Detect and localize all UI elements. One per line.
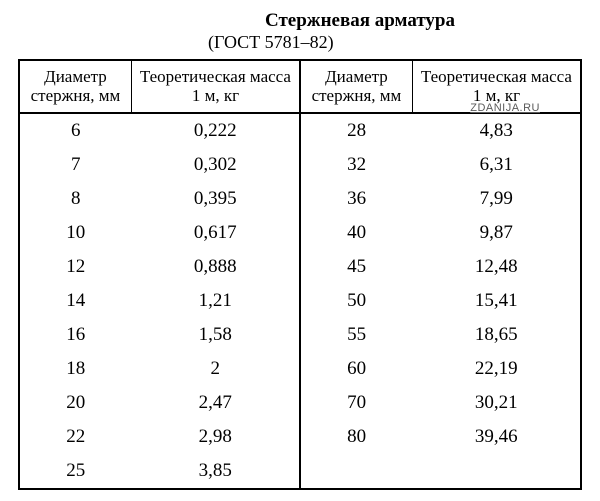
cell-diameter-1: 14 <box>19 284 131 318</box>
table-row: 120,8884512,48 <box>19 250 581 284</box>
table-row: 202,477030,21 <box>19 386 581 420</box>
cell-diameter-2: 55 <box>300 318 412 352</box>
table-row: 70,302326,31 <box>19 148 581 182</box>
table-row: 141,215015,41 <box>19 284 581 318</box>
cell-diameter-1: 25 <box>19 454 131 489</box>
cell-mass-2 <box>412 454 581 489</box>
table-row: 161,585518,65 <box>19 318 581 352</box>
cell-mass-1: 0,888 <box>131 250 300 284</box>
cell-mass-1: 1,21 <box>131 284 300 318</box>
cell-diameter-1: 12 <box>19 250 131 284</box>
cell-mass-2: 9,87 <box>412 216 581 250</box>
table-row: 60,222284,83 <box>19 113 581 148</box>
table-row: 100,617409,87 <box>19 216 581 250</box>
rebar-table: Диаметр стержня, мм Теоретическая масса … <box>18 59 582 490</box>
cell-diameter-1: 22 <box>19 420 131 454</box>
cell-mass-1: 0,617 <box>131 216 300 250</box>
cell-diameter-1: 18 <box>19 352 131 386</box>
cell-diameter-1: 7 <box>19 148 131 182</box>
cell-mass-1: 2,98 <box>131 420 300 454</box>
cell-mass-1: 0,302 <box>131 148 300 182</box>
title-block: Стержневая арматура (ГОСТ 5781–82) <box>18 10 582 53</box>
cell-diameter-1: 10 <box>19 216 131 250</box>
cell-mass-1: 1,58 <box>131 318 300 352</box>
cell-diameter-1: 20 <box>19 386 131 420</box>
cell-mass-2: 39,46 <box>412 420 581 454</box>
cell-mass-1: 2 <box>131 352 300 386</box>
cell-mass-2: 30,21 <box>412 386 581 420</box>
table-row: 80,395367,99 <box>19 182 581 216</box>
cell-mass-2: 4,83 <box>412 113 581 148</box>
cell-diameter-2: 50 <box>300 284 412 318</box>
cell-diameter-2: 70 <box>300 386 412 420</box>
cell-diameter-2 <box>300 454 412 489</box>
cell-diameter-2: 32 <box>300 148 412 182</box>
col-header-diameter-2: Диаметр стержня, мм <box>300 60 412 113</box>
cell-mass-2: 6,31 <box>412 148 581 182</box>
table-body: 60,222284,8370,302326,3180,395367,99100,… <box>19 113 581 489</box>
table-row: 253,85 <box>19 454 581 489</box>
cell-mass-2: 7,99 <box>412 182 581 216</box>
col-header-diameter-1: Диаметр стержня, мм <box>19 60 131 113</box>
cell-diameter-1: 8 <box>19 182 131 216</box>
cell-mass-1: 0,222 <box>131 113 300 148</box>
cell-mass-2: 22,19 <box>412 352 581 386</box>
cell-mass-1: 2,47 <box>131 386 300 420</box>
page: Стержневая арматура (ГОСТ 5781–82) Диаме… <box>0 0 600 490</box>
cell-diameter-2: 28 <box>300 113 412 148</box>
cell-mass-2: 15,41 <box>412 284 581 318</box>
cell-diameter-2: 60 <box>300 352 412 386</box>
cell-mass-1: 3,85 <box>131 454 300 489</box>
cell-mass-1: 0,395 <box>131 182 300 216</box>
cell-mass-2: 18,65 <box>412 318 581 352</box>
cell-diameter-2: 36 <box>300 182 412 216</box>
table-row: 1826022,19 <box>19 352 581 386</box>
cell-mass-2: 12,48 <box>412 250 581 284</box>
cell-diameter-2: 45 <box>300 250 412 284</box>
col-header-mass-1: Теоретическая масса 1 м, кг <box>131 60 300 113</box>
table-row: 222,988039,46 <box>19 420 581 454</box>
page-title: Стержневая арматура <box>265 10 455 32</box>
watermark-text: ZDANIJA.RU <box>470 102 540 114</box>
cell-diameter-1: 16 <box>19 318 131 352</box>
page-subtitle: (ГОСТ 5781–82) <box>208 32 582 53</box>
cell-diameter-1: 6 <box>19 113 131 148</box>
cell-diameter-2: 40 <box>300 216 412 250</box>
cell-diameter-2: 80 <box>300 420 412 454</box>
